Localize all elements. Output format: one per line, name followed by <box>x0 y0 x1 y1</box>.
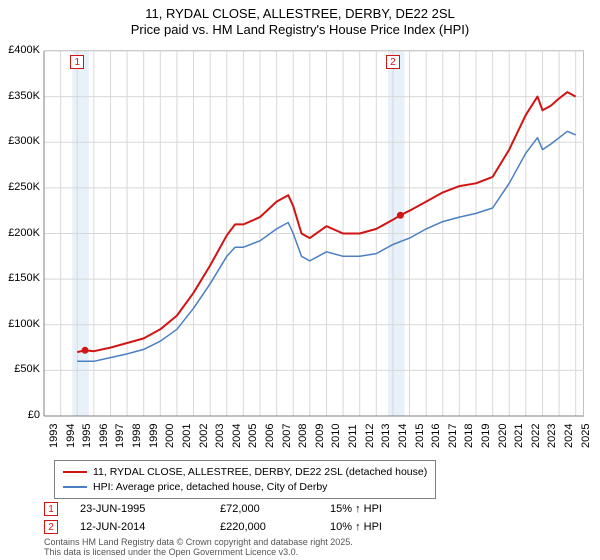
y-tick-label: £250K <box>8 181 40 193</box>
x-tick-label: 2010 <box>330 424 342 448</box>
x-tick-label: 2008 <box>297 424 309 448</box>
x-tick-label: 2007 <box>281 424 293 448</box>
x-tick-label: 1995 <box>81 424 93 448</box>
transactions-table: 1 23-JUN-1995£72,00015% ↑ HPI 2 12-JUN-2014… <box>44 500 450 536</box>
marker-label-1: 1 <box>70 55 84 69</box>
x-tick-label: 2021 <box>513 424 525 448</box>
transaction-price: £220,000 <box>220 521 330 533</box>
x-tick-label: 2004 <box>231 424 243 448</box>
x-tick-label: 1999 <box>148 424 160 448</box>
x-tick-label: 1994 <box>65 424 77 448</box>
x-tick-label: 2005 <box>247 424 259 448</box>
x-tick-label: 2013 <box>380 424 392 448</box>
x-tick-label: 2019 <box>480 424 492 448</box>
x-tick-label: 2016 <box>430 424 442 448</box>
legend-box: 11, RYDAL CLOSE, ALLESTREE, DERBY, DE22 … <box>54 460 436 499</box>
y-tick-label: £0 <box>28 409 40 421</box>
transaction-pct: 10% ↑ HPI <box>330 521 450 533</box>
x-axis: 1993 1994 1995 1996 1997 1998 1999 2000 2001 2002… <box>44 418 584 458</box>
transaction-date: 12-JUN-2014 <box>80 521 220 533</box>
legend-row: HPI: Average price, detached house, City… <box>63 480 427 495</box>
x-tick-label: 2024 <box>563 424 575 448</box>
transaction-row: 1 23-JUN-1995£72,00015% ↑ HPI <box>44 500 450 518</box>
x-tick-label: 1997 <box>114 424 126 448</box>
x-tick-label: 2018 <box>463 424 475 448</box>
y-tick-label: £200K <box>8 227 40 239</box>
y-tick-label: £350K <box>8 90 40 102</box>
transaction-price: £72,000 <box>220 503 330 515</box>
x-tick-label: 1993 <box>48 424 60 448</box>
y-axis: £0£50K£100K£150K£200K£250K£300K£350K£400… <box>0 50 42 415</box>
y-tick-label: £100K <box>8 318 40 330</box>
x-tick-label: 2022 <box>530 424 542 448</box>
x-tick-label: 2012 <box>364 424 376 448</box>
x-tick-label: 2003 <box>214 424 226 448</box>
x-tick-label: 2009 <box>314 424 326 448</box>
legend-swatch <box>63 486 87 488</box>
x-tick-label: 2015 <box>414 424 426 448</box>
y-tick-label: £50K <box>14 363 40 375</box>
x-tick-label: 2025 <box>580 424 592 448</box>
x-tick-label: 2020 <box>497 424 509 448</box>
legend-row: 11, RYDAL CLOSE, ALLESTREE, DERBY, DE22 … <box>63 465 427 480</box>
transaction-marker: 1 <box>44 502 58 516</box>
legend-swatch <box>63 471 87 473</box>
y-tick-label: £150K <box>8 272 40 284</box>
x-tick-label: 1998 <box>131 424 143 448</box>
copyright-notice: Contains HM Land Registry data © Crown c… <box>44 538 353 558</box>
transaction-pct: 15% ↑ HPI <box>330 503 450 515</box>
x-tick-label: 2017 <box>447 424 459 448</box>
x-tick-label: 2001 <box>181 424 193 448</box>
transaction-row: 2 12-JUN-2014£220,00010% ↑ HPI <box>44 518 450 536</box>
chart-plot-area: 12 <box>44 50 584 415</box>
x-tick-label: 2006 <box>264 424 276 448</box>
title-subtitle: Price paid vs. HM Land Registry's House … <box>0 22 600 38</box>
title-block: 11, RYDAL CLOSE, ALLESTREE, DERBY, DE22 … <box>0 0 600 39</box>
legend-label: 11, RYDAL CLOSE, ALLESTREE, DERBY, DE22 … <box>93 465 427 480</box>
y-tick-label: £400K <box>8 44 40 56</box>
x-tick-label: 2011 <box>347 424 359 448</box>
x-tick-label: 2014 <box>397 424 409 448</box>
chart-svg <box>44 51 583 415</box>
title-address: 11, RYDAL CLOSE, ALLESTREE, DERBY, DE22 … <box>0 6 600 22</box>
copyright-line2: This data is licensed under the Open Gov… <box>44 548 353 558</box>
x-tick-label: 2023 <box>546 424 558 448</box>
y-tick-label: £300K <box>8 135 40 147</box>
chart-container: 11, RYDAL CLOSE, ALLESTREE, DERBY, DE22 … <box>0 0 600 560</box>
transaction-marker: 2 <box>44 520 58 534</box>
x-tick-label: 2002 <box>198 424 210 448</box>
x-tick-label: 1996 <box>98 424 110 448</box>
transaction-date: 23-JUN-1995 <box>80 503 220 515</box>
x-tick-label: 2000 <box>164 424 176 448</box>
legend-label: HPI: Average price, detached house, City… <box>93 480 327 495</box>
marker-label-2: 2 <box>386 55 400 69</box>
